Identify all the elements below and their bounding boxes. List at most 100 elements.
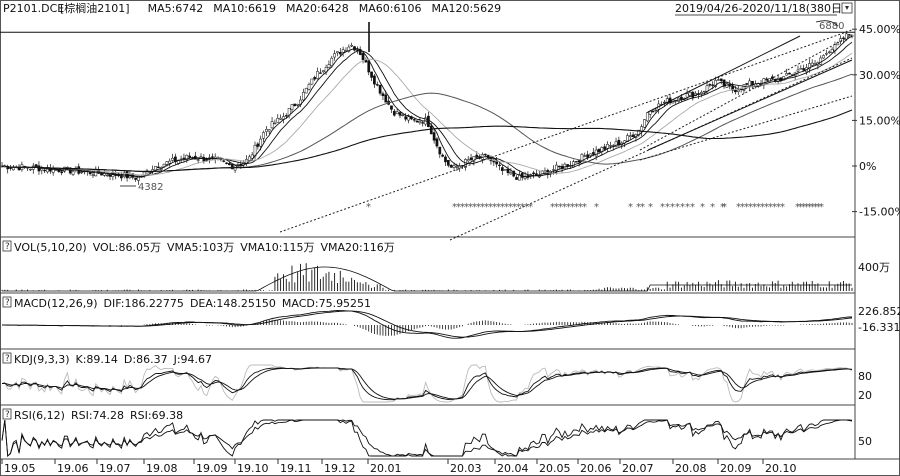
help-icon[interactable]	[2, 296, 12, 308]
candle-body	[91, 174, 95, 176]
candle-body	[182, 157, 186, 160]
candle-body	[43, 169, 46, 172]
candle-body	[171, 157, 174, 161]
candle-body	[384, 94, 388, 103]
star-marker: *	[670, 202, 675, 213]
candle-body	[284, 115, 288, 117]
candle-body	[788, 72, 791, 75]
ma-legend: MA5:6742 MA10:6619 MA20:6428 MA60:6106 MA120…	[148, 2, 502, 15]
ma-label: MA20:6428	[286, 2, 349, 15]
candle-body	[472, 156, 476, 162]
help-mark: ?	[5, 354, 10, 364]
candle-body	[319, 72, 322, 74]
candle-body	[771, 76, 774, 79]
candle-body	[631, 134, 635, 138]
candle-body	[134, 177, 137, 180]
candle-body	[702, 90, 706, 93]
candle-body	[765, 78, 769, 81]
candle-body	[736, 89, 740, 92]
candle-body	[9, 167, 12, 169]
macd-lines	[2, 309, 853, 339]
x-tick-label: 20.05	[539, 462, 571, 475]
candle-body	[392, 110, 396, 116]
star-marker: *	[748, 202, 753, 213]
help-icon[interactable]	[2, 408, 12, 420]
candle-body	[719, 78, 723, 81]
help-mark: ?	[5, 242, 10, 252]
macd-legend: DIF:186.22775 DEA:148.25150 MACD:75.95251	[104, 297, 372, 310]
macd-title: MACD(12,26,9)	[14, 297, 98, 310]
x-tick-label: 20.08	[675, 462, 707, 475]
vol-bars	[1, 263, 853, 292]
rsi-axis-50: 50	[858, 435, 872, 448]
kdj-axis-20: 20	[858, 389, 872, 402]
star-marker: *	[516, 202, 521, 213]
candle-body	[597, 148, 601, 153]
legend-entry: D:86.37	[124, 353, 168, 366]
candle-body	[498, 164, 501, 167]
candle-body	[225, 162, 228, 164]
candle-body	[830, 49, 834, 53]
macd-axis-bottom: -16.3310	[858, 321, 900, 334]
ma-line	[1, 35, 853, 178]
candle-body	[466, 159, 470, 162]
x-tick-label: 20.07	[622, 462, 654, 475]
candle-body	[603, 146, 607, 150]
help-icon[interactable]	[2, 240, 12, 252]
star-marker: *	[566, 202, 571, 213]
candle-body	[645, 112, 649, 122]
help-icon[interactable]	[2, 352, 12, 364]
high-label: 6880	[819, 21, 844, 32]
star-marker: *	[819, 202, 824, 213]
date-axis: 19.05 19.06 19.07 19.08 19.09 19.10 19.11 19.12…	[1, 459, 797, 475]
x-tick-label: 20.09	[720, 462, 752, 475]
candle-body	[381, 93, 385, 96]
channel-line	[647, 59, 853, 151]
star-marker: *	[710, 202, 715, 213]
candle-body	[663, 101, 666, 104]
star-marker: *	[500, 202, 505, 213]
star-marker: *	[752, 202, 757, 213]
star-marker: *	[798, 202, 803, 213]
candle-body	[120, 176, 123, 179]
kdj-legend: K:89.14 D:86.37 J:94.67	[76, 353, 213, 366]
candle-body	[483, 153, 487, 156]
star-marker: *	[740, 202, 745, 213]
x-tick-label: 19.07	[99, 462, 131, 475]
candle-body	[515, 177, 518, 180]
candle-body	[532, 172, 535, 175]
candle-body	[6, 166, 10, 170]
candle-body	[34, 164, 38, 168]
settings-icon[interactable]	[841, 2, 853, 14]
star-marker: *	[464, 202, 469, 213]
candle-body	[643, 119, 646, 128]
star-marker: *	[460, 202, 465, 213]
candle-body	[574, 161, 578, 163]
candle-body	[262, 132, 265, 139]
star-marker: *	[736, 202, 741, 213]
candle-body	[390, 105, 393, 110]
candle-body	[808, 63, 811, 70]
symbol-label: P2101.DCE	[3, 2, 64, 15]
star-marker: *	[504, 202, 509, 213]
rsi-line	[1, 419, 853, 457]
legend-entry: DEA:148.25150	[190, 297, 276, 310]
candle-body	[398, 112, 402, 116]
candle-body	[503, 169, 507, 171]
candle-body	[810, 62, 814, 66]
candle-body	[586, 154, 589, 158]
candle-body	[290, 104, 294, 110]
candle-body	[825, 53, 828, 55]
star-marker: *	[472, 202, 477, 213]
candle-body	[188, 155, 191, 158]
candle-body	[432, 132, 436, 141]
candle-body	[267, 129, 271, 132]
candle-body	[256, 143, 260, 147]
star-marker: *	[452, 202, 457, 213]
candle-body	[356, 49, 359, 51]
candle-body	[822, 55, 825, 59]
y-tick-label: 15.00%	[859, 114, 900, 127]
candle-body	[222, 160, 226, 162]
candle-body	[250, 154, 254, 159]
